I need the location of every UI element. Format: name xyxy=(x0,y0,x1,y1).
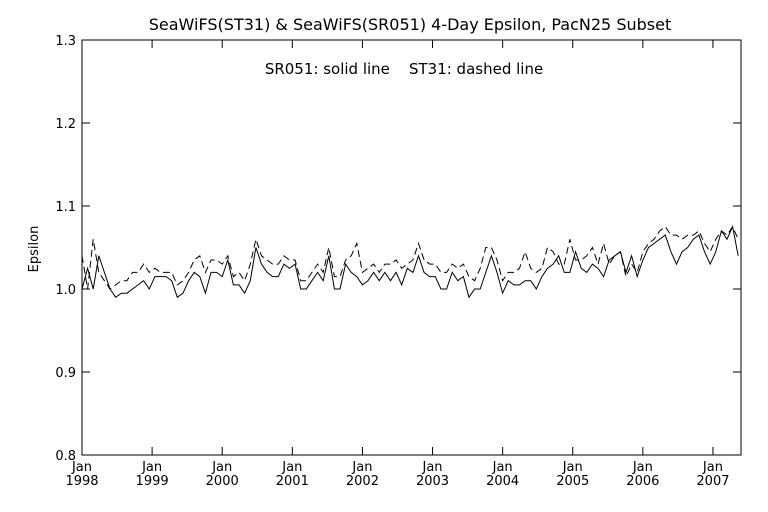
x-tick-label-month: Jan xyxy=(632,460,653,475)
x-tick-label-year: 2007 xyxy=(696,474,729,489)
x-tick-label-year: 2004 xyxy=(486,474,519,489)
series-annotation: SR051: solid line ST31: dashed line xyxy=(265,60,543,78)
plot-frame xyxy=(81,39,742,456)
x-tick-label-month: Jan xyxy=(71,460,92,475)
y-tick-label: 1.1 xyxy=(55,200,76,215)
x-tick-label-month: Jan xyxy=(492,460,513,475)
y-axis-label: Epsilon xyxy=(27,226,42,273)
x-tick-label-year: 2002 xyxy=(346,474,379,489)
x-tick-label-year: 2001 xyxy=(276,474,309,489)
chart-title: SeaWiFS(ST31) & SeaWiFS(SR051) 4-Day Eps… xyxy=(149,15,671,34)
x-tick-label-year: 2003 xyxy=(416,474,449,489)
x-tick-label-month: Jan xyxy=(351,460,372,475)
x-tick-label-month: Jan xyxy=(422,460,443,475)
series-line-sr051 xyxy=(81,225,739,299)
y-axis-ticks: 0.8 0.9 1.0 1.1 1.2 1.3 xyxy=(55,34,741,464)
x-tick-label-year: 2000 xyxy=(206,474,239,489)
x-tick-label-year: 2005 xyxy=(556,474,589,489)
x-tick-label-month: Jan xyxy=(281,460,302,475)
x-tick-label-month: Jan xyxy=(141,460,162,475)
series-lines xyxy=(81,225,739,299)
series-line-st31 xyxy=(81,225,739,290)
x-tick-label-month: Jan xyxy=(562,460,583,475)
y-tick-label: 1.3 xyxy=(55,34,76,49)
x-tick-label-year: 2006 xyxy=(626,474,659,489)
y-tick-label: 0.9 xyxy=(55,366,76,381)
x-tick-label-month: Jan xyxy=(211,460,232,475)
y-tick-label: 0.8 xyxy=(55,449,76,464)
x-tick-label-year: 1999 xyxy=(136,474,169,489)
y-tick-label: 1.2 xyxy=(55,117,76,132)
y-tick-label: 1.0 xyxy=(55,283,76,298)
x-tick-label-month: Jan xyxy=(702,460,723,475)
x-axis-ticks: Jan1998Jan1999Jan2000Jan2001Jan2002Jan20… xyxy=(65,40,730,489)
x-tick-label-year: 1998 xyxy=(65,474,98,489)
